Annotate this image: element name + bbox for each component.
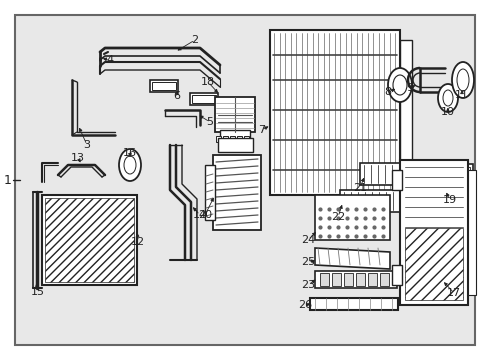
- Text: 5: 5: [206, 117, 214, 127]
- Ellipse shape: [452, 62, 474, 98]
- Bar: [315, 271, 397, 288]
- Bar: [220, 130, 250, 140]
- Ellipse shape: [388, 68, 412, 102]
- Bar: [360, 163, 440, 185]
- Bar: [405, 228, 463, 300]
- Bar: [400, 160, 468, 305]
- Bar: [244, 136, 249, 142]
- Text: 24: 24: [301, 235, 315, 245]
- Bar: [218, 138, 253, 152]
- Bar: [213, 155, 261, 230]
- Text: 22: 22: [331, 212, 345, 222]
- Text: 3: 3: [83, 140, 91, 150]
- Text: 8: 8: [385, 87, 392, 97]
- Bar: [42, 195, 137, 285]
- Ellipse shape: [119, 149, 141, 181]
- Bar: [340, 190, 430, 212]
- Text: 17: 17: [447, 288, 461, 298]
- Bar: [392, 265, 402, 285]
- Bar: [192, 95, 216, 103]
- Text: 13: 13: [71, 153, 85, 163]
- Ellipse shape: [457, 69, 469, 91]
- Bar: [392, 170, 402, 190]
- Bar: [215, 97, 255, 132]
- Text: 11: 11: [455, 90, 469, 100]
- Text: 26: 26: [298, 300, 312, 310]
- Text: 23: 23: [301, 280, 315, 290]
- Bar: [216, 136, 221, 142]
- Bar: [223, 136, 228, 142]
- Bar: [457, 65, 469, 95]
- Bar: [205, 165, 215, 220]
- Bar: [315, 195, 390, 240]
- Text: 25: 25: [301, 257, 315, 267]
- Text: 19: 19: [443, 195, 457, 205]
- Bar: [320, 273, 329, 286]
- Polygon shape: [315, 248, 390, 269]
- Text: 16: 16: [123, 148, 137, 158]
- Text: 2: 2: [192, 35, 198, 45]
- Text: 10: 10: [441, 107, 455, 117]
- Bar: [356, 273, 365, 286]
- Bar: [446, 167, 470, 189]
- Text: 9: 9: [406, 83, 414, 93]
- Bar: [332, 273, 341, 286]
- Text: 12: 12: [131, 237, 145, 247]
- Bar: [45, 198, 134, 282]
- Bar: [310, 298, 398, 310]
- Text: 20: 20: [198, 210, 212, 220]
- Bar: [190, 93, 218, 105]
- Ellipse shape: [438, 84, 458, 112]
- Bar: [443, 164, 473, 192]
- Bar: [368, 273, 377, 286]
- Bar: [237, 136, 242, 142]
- Text: 7: 7: [258, 125, 266, 135]
- Bar: [344, 273, 353, 286]
- Bar: [152, 82, 176, 90]
- Text: 14: 14: [193, 210, 207, 220]
- Bar: [400, 40, 412, 185]
- Bar: [270, 30, 400, 195]
- Bar: [230, 136, 235, 142]
- Ellipse shape: [124, 156, 136, 174]
- Text: 15: 15: [31, 287, 45, 297]
- Bar: [380, 273, 389, 286]
- Bar: [468, 170, 476, 295]
- Text: 4: 4: [106, 55, 114, 65]
- Text: 18: 18: [201, 77, 215, 87]
- Text: 1: 1: [4, 174, 12, 186]
- Ellipse shape: [443, 90, 453, 106]
- Bar: [150, 80, 178, 92]
- Text: 21: 21: [353, 183, 367, 193]
- Ellipse shape: [393, 75, 407, 95]
- Text: 6: 6: [173, 91, 180, 101]
